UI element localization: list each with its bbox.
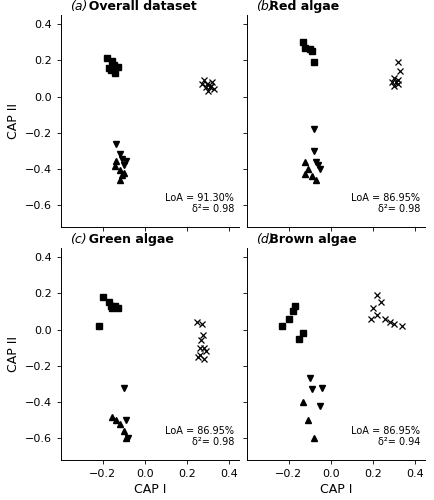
Text: LoA = 86.95%
δ²= 0.94: LoA = 86.95% δ²= 0.94 — [351, 426, 420, 448]
Text: (b): (b) — [256, 0, 273, 13]
X-axis label: CAP I: CAP I — [134, 483, 166, 496]
Text: Green algae: Green algae — [79, 233, 174, 246]
Text: LoA = 91.30%
δ²= 0.98: LoA = 91.30% δ²= 0.98 — [165, 192, 234, 214]
Text: Overall dataset: Overall dataset — [79, 0, 196, 13]
Text: (a): (a) — [70, 0, 87, 13]
X-axis label: CAP I: CAP I — [320, 483, 352, 496]
Text: (d): (d) — [256, 233, 273, 246]
Y-axis label: CAP II: CAP II — [7, 336, 20, 372]
Text: Red algae: Red algae — [265, 0, 340, 13]
Text: (c): (c) — [70, 233, 86, 246]
Text: LoA = 86.95%
δ²= 0.98: LoA = 86.95% δ²= 0.98 — [351, 192, 420, 214]
Y-axis label: CAP II: CAP II — [7, 103, 20, 139]
Text: Brown algae: Brown algae — [265, 233, 357, 246]
Text: LoA = 86.95%
δ²= 0.98: LoA = 86.95% δ²= 0.98 — [165, 426, 234, 448]
